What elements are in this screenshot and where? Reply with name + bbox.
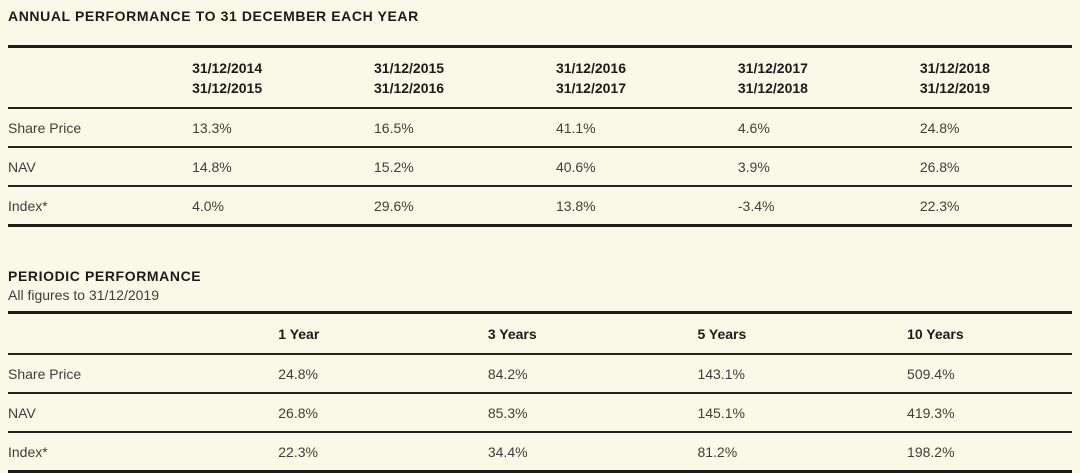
- row-label: Share Price: [8, 108, 193, 148]
- row-label: Index*: [8, 186, 193, 227]
- period-start-date: 31/12/2018: [919, 60, 990, 76]
- column-header-period-1: 31/12/2014 31/12/2015: [192, 46, 374, 109]
- table-row-index: Index* 22.3% 34.4% 81.2% 198.2%: [8, 432, 1072, 473]
- table-cell: 509.4%: [907, 354, 1072, 394]
- column-header-5-years: 5 Years: [697, 312, 908, 355]
- table-cell: 22.3%: [278, 432, 488, 473]
- table-cell: 24.8%: [919, 108, 1072, 148]
- table-cell: 3.9%: [737, 147, 920, 187]
- column-header-10-years: 10 Years: [907, 312, 1072, 355]
- table-cell: 4.0%: [192, 186, 374, 227]
- period-end-date: 31/12/2017: [555, 80, 627, 96]
- periodic-performance-table: 1 Year 3 Years 5 Years 10 Years Share Pr…: [8, 311, 1072, 473]
- table-cell: 419.3%: [907, 393, 1072, 433]
- table-cell: 84.2%: [487, 354, 698, 394]
- table-cell: -3.4%: [737, 186, 920, 227]
- table-cell: 13.8%: [555, 186, 738, 227]
- periodic-performance-subtitle: All figures to 31/12/2019: [8, 287, 159, 303]
- column-header-period-2: 31/12/2015 31/12/2016: [374, 46, 556, 109]
- annual-header-row: 31/12/2014 31/12/2015 31/12/2015 31/12/2…: [8, 46, 1072, 109]
- table-row-share-price: Share Price 24.8% 84.2% 143.1% 509.4%: [8, 354, 1072, 394]
- table-cell: 198.2%: [907, 432, 1072, 473]
- table-row-nav: NAV 26.8% 85.3% 145.1% 419.3%: [8, 393, 1072, 433]
- row-label: Index*: [8, 432, 279, 473]
- column-header-1-year: 1 Year: [278, 312, 488, 355]
- table-row-index: Index* 4.0% 29.6% 13.8% -3.4% 22.3%: [8, 186, 1072, 227]
- column-header-3-years: 3 Years: [487, 312, 698, 355]
- period-end-date: 31/12/2016: [374, 80, 445, 96]
- annual-performance-section: ANNUAL PERFORMANCE TO 31 DECEMBER EACH Y…: [8, 8, 1072, 227]
- table-cell: 34.4%: [487, 432, 698, 473]
- table-cell: 16.5%: [374, 108, 556, 148]
- table-cell: 14.8%: [192, 147, 374, 187]
- table-cell: 22.3%: [919, 186, 1072, 227]
- row-label: NAV: [8, 393, 279, 433]
- table-cell: 29.6%: [374, 186, 556, 227]
- empty-header-cell: [8, 46, 193, 109]
- period-start-date: 31/12/2016: [555, 60, 627, 76]
- table-cell: 85.3%: [487, 393, 698, 433]
- table-cell: 24.8%: [278, 354, 488, 394]
- period-start-date: 31/12/2015: [374, 60, 445, 76]
- periodic-performance-title: PERIODIC PERFORMANCE: [8, 268, 202, 284]
- table-cell: 40.6%: [555, 147, 738, 187]
- annual-performance-table: 31/12/2014 31/12/2015 31/12/2015 31/12/2…: [8, 45, 1072, 227]
- row-label: Share Price: [8, 354, 279, 394]
- periodic-performance-section: PERIODIC PERFORMANCE All figures to 31/1…: [8, 268, 1072, 473]
- table-row-nav: NAV 14.8% 15.2% 40.6% 3.9% 26.8%: [8, 147, 1072, 187]
- table-row-share-price: Share Price 13.3% 16.5% 41.1% 4.6% 24.8%: [8, 108, 1072, 148]
- period-end-date: 31/12/2018: [737, 80, 808, 96]
- table-cell: 15.2%: [374, 147, 556, 187]
- table-cell: 26.8%: [278, 393, 488, 433]
- row-label: NAV: [8, 147, 193, 187]
- table-cell: 145.1%: [697, 393, 908, 433]
- table-cell: 143.1%: [697, 354, 908, 394]
- column-header-period-3: 31/12/2016 31/12/2017: [555, 46, 738, 109]
- annual-performance-title: ANNUAL PERFORMANCE TO 31 DECEMBER EACH Y…: [8, 8, 419, 24]
- period-end-date: 31/12/2015: [192, 80, 263, 96]
- period-end-date: 31/12/2019: [919, 80, 990, 96]
- periodic-header-row: 1 Year 3 Years 5 Years 10 Years: [8, 312, 1072, 355]
- table-cell: 81.2%: [697, 432, 908, 473]
- period-start-date: 31/12/2017: [737, 60, 808, 76]
- table-cell: 41.1%: [555, 108, 738, 148]
- column-header-period-5: 31/12/2018 31/12/2019: [919, 46, 1072, 109]
- column-header-period-4: 31/12/2017 31/12/2018: [737, 46, 920, 109]
- table-cell: 26.8%: [919, 147, 1072, 187]
- period-start-date: 31/12/2014: [192, 60, 263, 76]
- empty-header-cell: [8, 312, 279, 355]
- table-cell: 13.3%: [192, 108, 374, 148]
- table-cell: 4.6%: [737, 108, 920, 148]
